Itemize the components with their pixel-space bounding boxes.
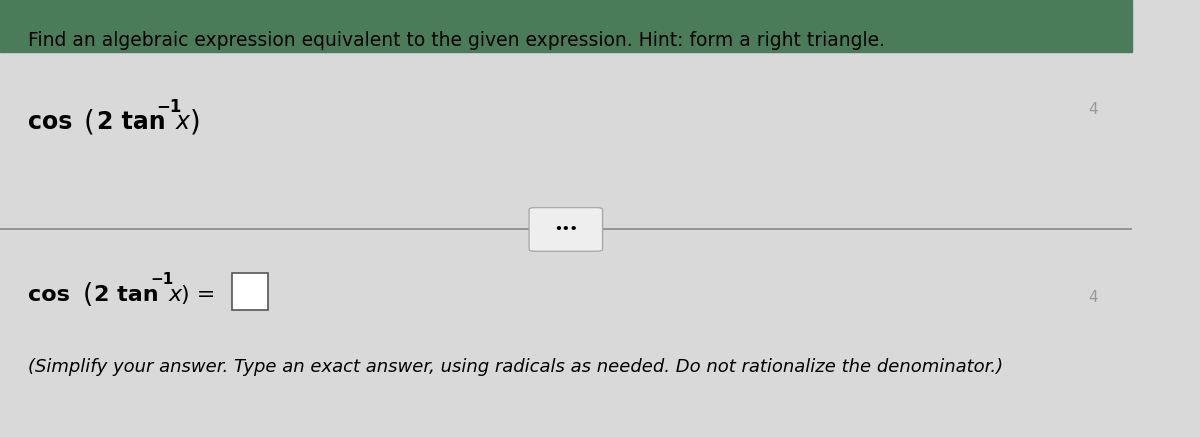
Bar xyxy=(0,0,1132,52)
Text: 4: 4 xyxy=(1088,102,1098,117)
FancyBboxPatch shape xyxy=(529,208,602,251)
Text: •••: ••• xyxy=(554,223,577,236)
Text: (: ( xyxy=(83,282,92,308)
Text: Find an algebraic expression equivalent to the given expression. Hint: form a ri: Find an algebraic expression equivalent … xyxy=(29,31,886,49)
Text: ): ) xyxy=(190,108,200,136)
Text: −1: −1 xyxy=(150,272,174,287)
Text: 2 tan: 2 tan xyxy=(94,285,158,305)
Text: (: ( xyxy=(84,108,95,136)
Text: x: x xyxy=(169,285,181,305)
Bar xyxy=(232,273,268,310)
Text: 4: 4 xyxy=(1088,290,1098,305)
Text: x: x xyxy=(175,111,190,134)
Text: cos: cos xyxy=(29,111,73,134)
Text: cos: cos xyxy=(29,285,70,305)
Text: (Simplify your answer. Type an exact answer, using radicals as needed. Do not ra: (Simplify your answer. Type an exact ans… xyxy=(29,358,1003,376)
Text: 2 tan: 2 tan xyxy=(97,111,166,134)
Text: ) =: ) = xyxy=(181,285,216,305)
Text: −1: −1 xyxy=(156,98,181,116)
